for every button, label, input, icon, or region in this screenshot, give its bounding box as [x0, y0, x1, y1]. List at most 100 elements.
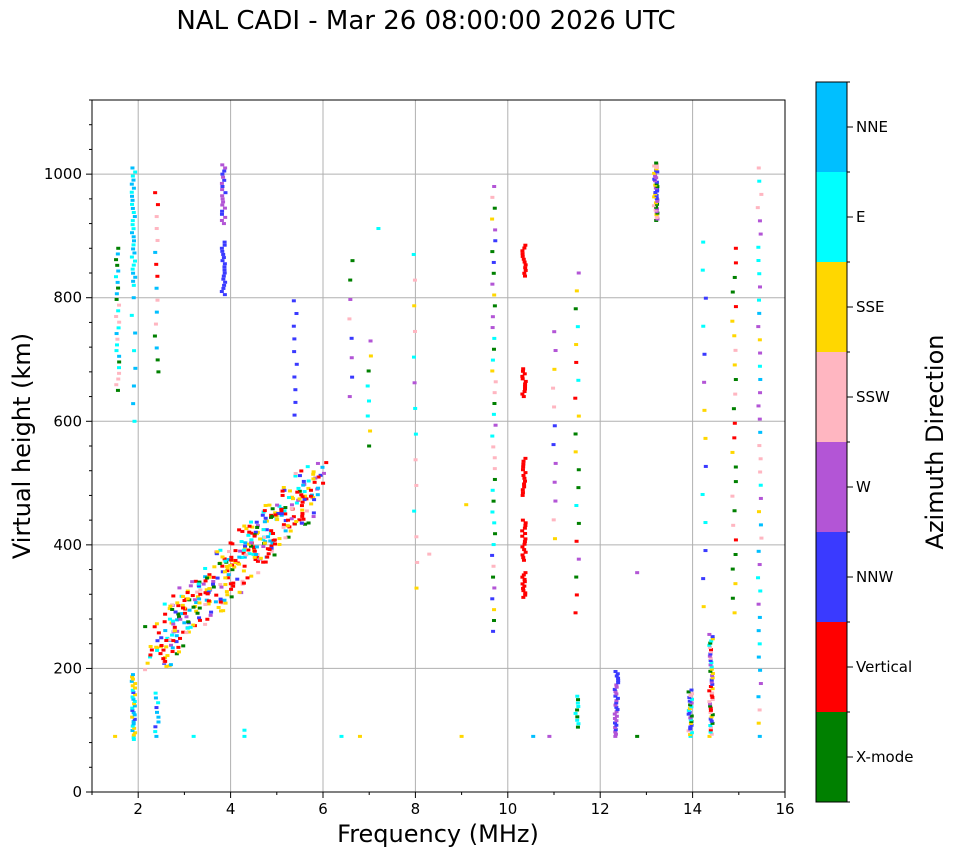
column-echo [709, 678, 714, 682]
column-echo [115, 252, 120, 256]
trace-echo [255, 559, 260, 563]
column-echo [491, 271, 496, 275]
trace-echo [186, 630, 191, 634]
trace-echo [249, 541, 254, 545]
column-echo [757, 734, 762, 738]
trace-echo [308, 488, 313, 492]
trace-echo [145, 661, 150, 665]
column-echo [756, 404, 761, 408]
column-echo [758, 377, 763, 381]
column-echo [131, 691, 136, 695]
column-echo [689, 701, 694, 705]
column-echo [292, 350, 297, 354]
column-echo [732, 363, 737, 367]
column-echo [522, 476, 527, 480]
column-echo [613, 730, 618, 734]
column-echo [491, 347, 496, 351]
trace-echo [222, 570, 227, 574]
trace-echo [263, 516, 268, 520]
trace-echo [223, 559, 228, 563]
column-echo [522, 584, 527, 588]
grid-lines [92, 100, 786, 793]
plot-frame [91, 99, 786, 793]
column-echo [117, 354, 122, 358]
trace-echo [246, 548, 251, 552]
trace-echo [316, 486, 321, 490]
column-echo [613, 734, 618, 738]
column-echo [710, 691, 715, 695]
trace-echo [205, 617, 210, 621]
column-echo [493, 423, 498, 427]
column-echo [758, 391, 763, 395]
trace-echo [280, 493, 285, 497]
column-echo [412, 381, 417, 385]
trace-echo [180, 595, 185, 599]
column-echo [733, 392, 738, 396]
trace-echo [252, 549, 257, 553]
column-echo [131, 711, 136, 715]
trace-echo [225, 576, 230, 580]
column-echo [221, 175, 226, 179]
column-echo [116, 269, 121, 273]
trace-echo [215, 550, 220, 554]
column-echo [573, 432, 578, 436]
column-echo [156, 715, 161, 719]
column-echo [688, 721, 693, 725]
column-echo [523, 550, 528, 554]
trace-echo [232, 565, 237, 569]
trace-echo [218, 548, 223, 552]
column-echo [523, 382, 528, 386]
trace-echo [255, 525, 260, 529]
column-echo [708, 717, 713, 721]
trace-echo [254, 552, 259, 556]
trace-echo [255, 555, 260, 559]
y-tick-label: 200 [53, 659, 82, 677]
trace-echo [197, 616, 202, 620]
column-echo [614, 699, 619, 703]
column-echo [222, 240, 227, 244]
column-echo [654, 165, 659, 169]
trace-echo [279, 507, 284, 511]
column-echo [688, 733, 693, 737]
column-echo [492, 185, 497, 188]
column-echo [613, 725, 618, 729]
trace-echo [299, 469, 304, 473]
column-echo [492, 586, 497, 590]
column-echo [114, 383, 119, 387]
column-echo [730, 494, 735, 498]
trace-echo [261, 544, 266, 548]
trace-echo [243, 546, 248, 550]
column-echo [130, 695, 135, 699]
column-echo [688, 727, 693, 731]
trace-echo [252, 545, 257, 549]
column-echo [652, 195, 657, 199]
column-echo [521, 257, 526, 261]
column-echo [153, 322, 158, 326]
column-echo [348, 297, 353, 301]
isolated-echo [547, 734, 552, 738]
y-tick-label: 1000 [44, 165, 82, 183]
trace-echo [272, 538, 277, 542]
column-echo [131, 733, 136, 737]
column-echo [520, 249, 525, 253]
column-echo [757, 285, 762, 289]
column-echo [116, 377, 121, 381]
colorbar-swatch [816, 442, 847, 532]
column-echo [686, 712, 691, 716]
column-echo [651, 204, 656, 208]
column-echo [366, 399, 371, 403]
column-echo [688, 703, 693, 707]
column-echo [490, 326, 495, 330]
trace-echo [246, 542, 251, 546]
column-echo [690, 697, 695, 701]
column-echo [708, 685, 713, 689]
column-echo [350, 375, 355, 379]
column-echo [154, 310, 159, 314]
column-echo [756, 655, 761, 659]
trace-echo [243, 544, 248, 548]
trace-echo [242, 524, 247, 528]
column-echo [710, 721, 715, 725]
column-echo [522, 526, 527, 530]
trace-echo [289, 507, 294, 511]
column-echo [131, 722, 136, 726]
